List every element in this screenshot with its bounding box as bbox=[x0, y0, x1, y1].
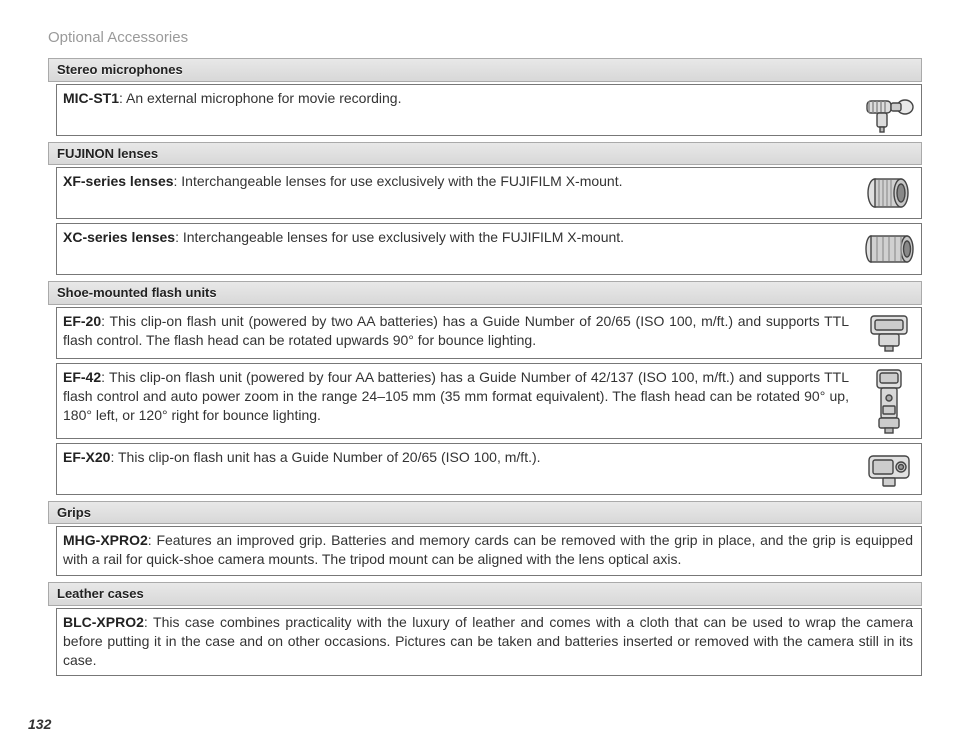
row-text: EF-42: This clip-on flash unit (powered … bbox=[57, 364, 857, 438]
row-blc-xpro2: BLC-XPRO2: This case combines practicali… bbox=[56, 608, 922, 677]
row-mic-st1: MIC-ST1: An external microphone for movi… bbox=[56, 84, 922, 136]
row-mhg-xpro2: MHG-XPRO2: Features an improved grip. Ba… bbox=[56, 526, 922, 576]
section-header-grips: Grips bbox=[48, 501, 922, 525]
row-xf-lenses: XF-series lenses: Interchangeable lenses… bbox=[56, 167, 922, 219]
product-desc: : An external microphone for movie recor… bbox=[119, 90, 401, 106]
product-desc: : Interchangeable lenses for use exclusi… bbox=[174, 173, 623, 189]
lens-short-icon bbox=[857, 168, 921, 218]
lens-long-icon bbox=[857, 224, 921, 274]
product-desc: : This case combines practicality with t… bbox=[63, 614, 913, 668]
section-header-stereo-microphones: Stereo microphones bbox=[48, 58, 922, 82]
section-header-flash-units: Shoe-mounted flash units bbox=[48, 281, 922, 305]
product-label: EF-20 bbox=[63, 313, 101, 329]
microphone-icon bbox=[857, 85, 921, 135]
section-header-leather-cases: Leather cases bbox=[48, 582, 922, 606]
row-xc-lenses: XC-series lenses: Interchangeable lenses… bbox=[56, 223, 922, 275]
page-number: 132 bbox=[28, 715, 51, 734]
product-desc: : This clip-on flash unit (powered by tw… bbox=[63, 313, 849, 348]
product-label: MHG-XPRO2 bbox=[63, 532, 148, 548]
product-desc: : Interchangeable lenses for use exclusi… bbox=[175, 229, 624, 245]
row-text: XC-series lenses: Interchangeable lenses… bbox=[57, 224, 857, 274]
product-label: EF-42 bbox=[63, 369, 101, 385]
flash-large-icon bbox=[857, 364, 921, 438]
row-ef-x20: EF-X20: This clip-on flash unit has a Gu… bbox=[56, 443, 922, 495]
row-text: EF-20: This clip-on flash unit (powered … bbox=[57, 308, 857, 358]
row-text: MHG-XPRO2: Features an improved grip. Ba… bbox=[57, 527, 921, 575]
product-label: MIC-ST1 bbox=[63, 90, 119, 106]
product-label: EF-X20 bbox=[63, 449, 110, 465]
flash-small-icon bbox=[857, 308, 921, 358]
row-text: XF-series lenses: Interchangeable lenses… bbox=[57, 168, 857, 218]
product-desc: : Features an improved grip. Batteries a… bbox=[63, 532, 913, 567]
product-label: XF-series lenses bbox=[63, 173, 174, 189]
row-text: BLC-XPRO2: This case combines practicali… bbox=[57, 609, 921, 676]
page-title: Optional Accessories bbox=[48, 28, 926, 48]
flash-compact-icon bbox=[857, 444, 921, 494]
row-text: MIC-ST1: An external microphone for movi… bbox=[57, 85, 857, 135]
product-desc: : This clip-on flash unit (powered by fo… bbox=[63, 369, 849, 423]
row-ef-20: EF-20: This clip-on flash unit (powered … bbox=[56, 307, 922, 359]
section-header-fujinon-lenses: FUJINON lenses bbox=[48, 142, 922, 166]
row-text: EF-X20: This clip-on flash unit has a Gu… bbox=[57, 444, 857, 494]
row-ef-42: EF-42: This clip-on flash unit (powered … bbox=[56, 363, 922, 439]
product-desc: : This clip-on flash unit has a Guide Nu… bbox=[110, 449, 540, 465]
product-label: XC-series lenses bbox=[63, 229, 175, 245]
product-label: BLC-XPRO2 bbox=[63, 614, 144, 630]
content-body: Stereo microphones MIC-ST1: An external … bbox=[48, 58, 922, 676]
